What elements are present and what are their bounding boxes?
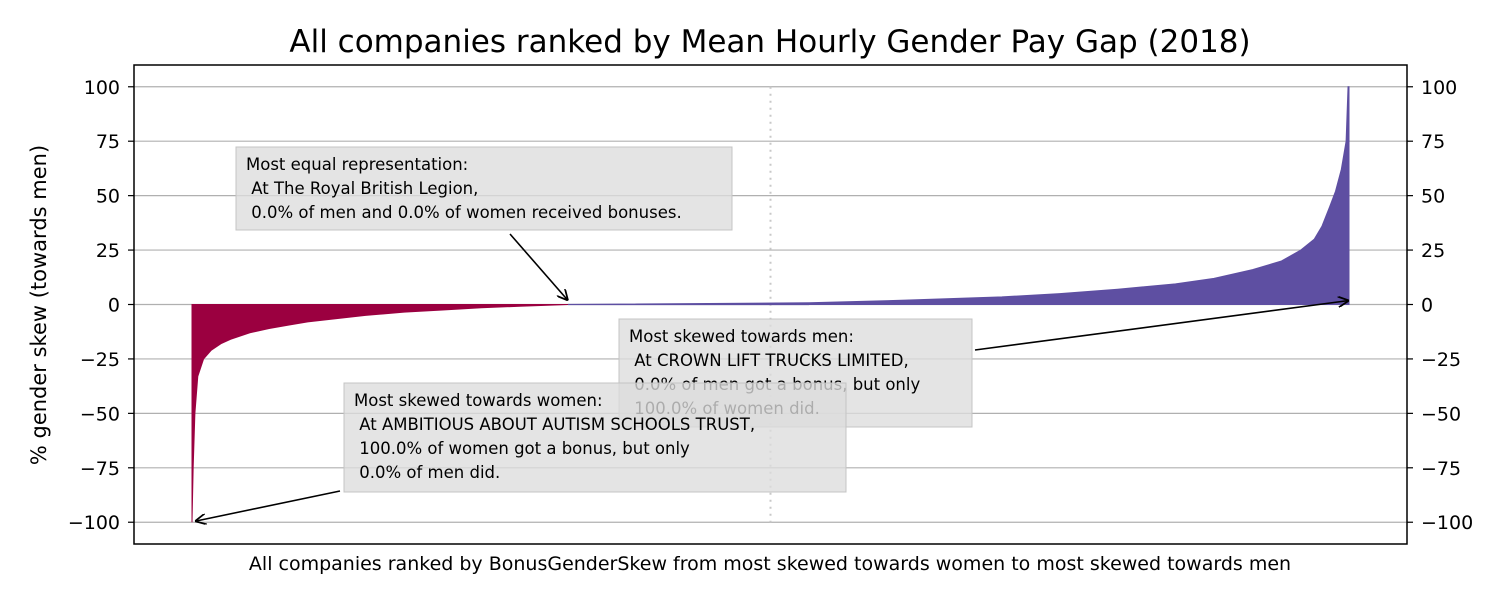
left-tick-label: 0: [108, 295, 120, 317]
chart-title: All companies ranked by Mean Hourly Gend…: [289, 24, 1250, 60]
left-tick-label: −50: [80, 403, 120, 425]
annotation-line: Most equal representation:: [246, 155, 468, 174]
annotation-arrow: [974, 301, 1349, 351]
left-tick-label: −100: [68, 512, 120, 534]
y-axis-label: % gender skew (towards men): [27, 145, 51, 465]
right-tick-label: 0: [1421, 295, 1433, 317]
annotation-arrow: [195, 490, 341, 521]
area-series-2: [568, 86, 1350, 305]
left-tick-label: −25: [80, 349, 120, 371]
right-tick-label: 25: [1421, 240, 1445, 262]
right-tick-label: −100: [1421, 512, 1473, 534]
left-tick-label: −75: [80, 458, 120, 480]
right-tick-label: −50: [1421, 403, 1461, 425]
right-tick-label: −75: [1421, 458, 1461, 480]
left-tick-label: 75: [96, 131, 120, 153]
right-y-axis: 100 75 50 25 0 −25 −50 −75 −100: [1407, 77, 1473, 534]
annotation-line: Most skewed towards men:: [629, 327, 854, 346]
left-tick-label: 50: [96, 186, 120, 208]
right-tick-label: 100: [1421, 77, 1457, 99]
annotation-line: Most skewed towards women:: [354, 391, 603, 410]
left-tick-label: 25: [96, 240, 120, 262]
left-tick-label: 100: [84, 77, 120, 99]
annotation-line: At The Royal British Legion,: [246, 179, 478, 198]
annotation-arrow: [509, 233, 568, 301]
right-tick-label: 75: [1421, 131, 1445, 153]
annotations: Most equal representation: At The Royal …: [195, 146, 1349, 521]
right-tick-label: −25: [1421, 349, 1461, 371]
annotation-3: Most skewed towards women: At AMBITIOUS …: [195, 382, 847, 521]
annotation-box: [343, 382, 847, 493]
x-axis-label: All companies ranked by BonusGenderSkew …: [249, 553, 1291, 575]
annotation-line: At AMBITIOUS ABOUT AUTISM SCHOOLS TRUST,: [354, 415, 755, 434]
annotation-line: 100.0% of women got a bonus, but only: [354, 439, 690, 458]
area-series-1: [191, 304, 569, 523]
annotation-line: 0.0% of men and 0.0% of women received b…: [246, 203, 682, 222]
left-y-axis: 100 75 50 25 0 −25 −50 −75 −100: [68, 77, 134, 534]
annotation-box: [235, 146, 733, 231]
annotation-line: 0.0% of men did.: [354, 463, 500, 482]
data-areas: [191, 86, 1350, 523]
annotation-1: Most equal representation: At The Royal …: [235, 146, 733, 301]
right-tick-label: 50: [1421, 186, 1445, 208]
annotation-line: At CROWN LIFT TRUCKS LIMITED,: [629, 351, 909, 370]
